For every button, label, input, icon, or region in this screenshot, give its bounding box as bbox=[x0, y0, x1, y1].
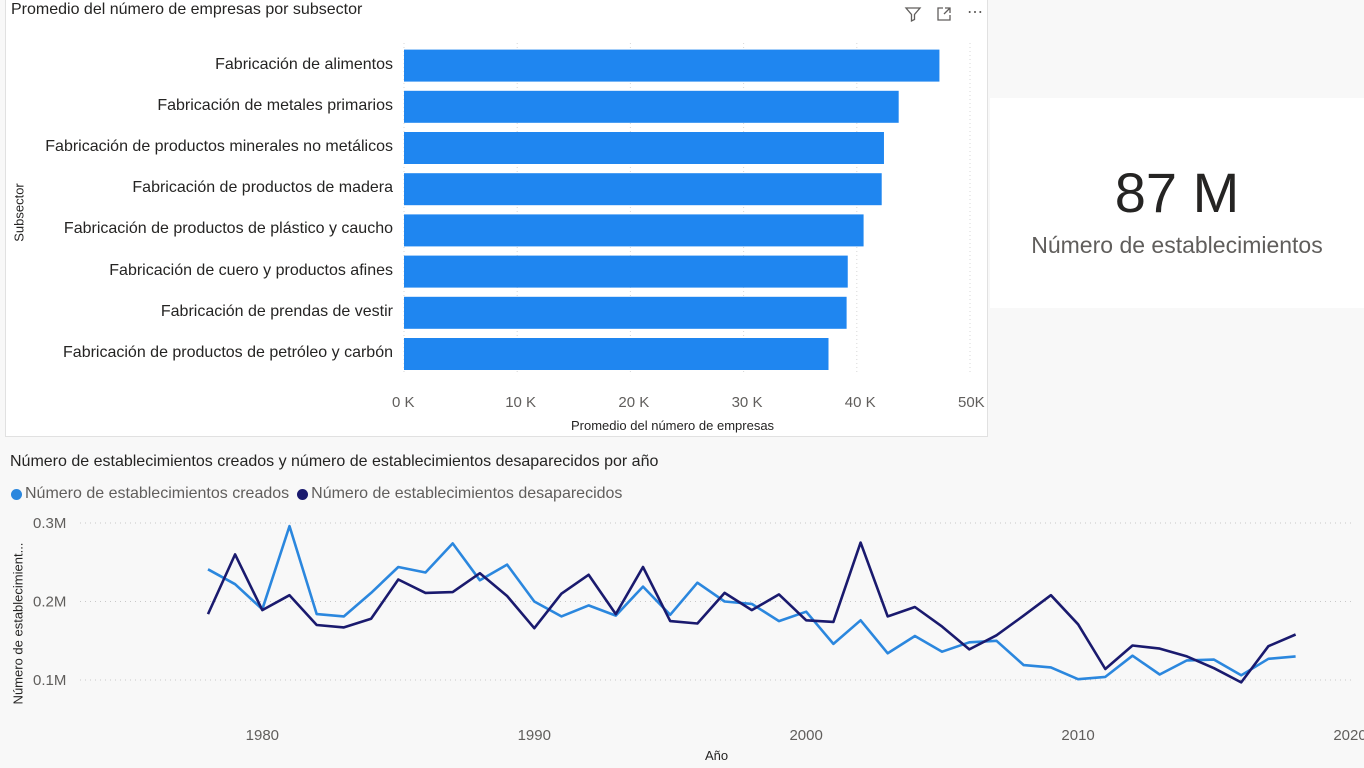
series-line-created bbox=[207, 524, 1296, 681]
kpi-card[interactable]: 87 M Número de establecimientos bbox=[990, 98, 1364, 308]
bar-category-label: Fabricación de cuero y productos afines bbox=[109, 261, 393, 279]
bar-x-tick-label: 50K bbox=[958, 394, 985, 411]
bar-chart-visual[interactable]: Promedio del número de empresas por subs… bbox=[5, 0, 988, 437]
legend-dot-disappeared bbox=[297, 488, 309, 500]
line-y-tick-label: 0.3M bbox=[33, 515, 66, 532]
bar-category-label: Fabricación de alimentos bbox=[215, 55, 393, 73]
legend-label-created: Número de establecimientos creados bbox=[25, 485, 290, 502]
kpi-label: Número de establecimientos bbox=[1031, 232, 1323, 258]
more-options-icon[interactable]: ⋯ bbox=[967, 4, 983, 21]
line-x-tick-label: 2020 bbox=[1333, 727, 1364, 744]
bar-category-label: Fabricación de productos minerales no me… bbox=[45, 138, 393, 155]
bar-category-label: Fabricación de productos de petróleo y c… bbox=[63, 344, 393, 361]
line-chart-title: Número de establecimientos creados y núm… bbox=[10, 453, 659, 470]
bar-category-label: Fabricación de productos de madera bbox=[132, 179, 393, 197]
line-chart-legend[interactable]: Número de establecimientos creados Númer… bbox=[11, 485, 630, 503]
bar-x-tick-label: 20 K bbox=[618, 394, 650, 411]
line-chart-visual[interactable]: Número de establecimientos creados y núm… bbox=[0, 440, 1364, 768]
bar bbox=[404, 296, 847, 329]
bar bbox=[404, 49, 940, 82]
series-line-disappeared bbox=[206, 541, 1297, 684]
bar bbox=[404, 255, 848, 288]
line-x-tick-label: 2010 bbox=[1061, 727, 1094, 744]
legend-item-disappeared[interactable]: Número de establecimientos desaparecidos bbox=[297, 485, 622, 503]
line-x-tick-label: 1980 bbox=[246, 727, 279, 744]
legend-dot-created bbox=[11, 488, 22, 500]
bar-x-tick-label: 10 K bbox=[505, 394, 537, 411]
bar bbox=[404, 90, 899, 123]
focus-mode-icon[interactable] bbox=[934, 4, 954, 24]
bar-x-tick-label: 0 K bbox=[392, 394, 415, 411]
line-x-tick-label: 1990 bbox=[518, 727, 551, 744]
bar-category-label: Fabricación de prendas de vestir bbox=[160, 302, 393, 320]
bar-x-axis-title: Promedio del número de empresas bbox=[571, 418, 775, 433]
bar-category-label: Fabricación de metales primarios bbox=[157, 96, 393, 114]
filter-icon[interactable] bbox=[903, 4, 923, 24]
bar-plot-area bbox=[403, 43, 971, 375]
legend-item-created[interactable]: Número de establecimientos creados bbox=[11, 485, 289, 503]
bar bbox=[404, 338, 829, 370]
kpi-value: 87 M bbox=[1114, 161, 1240, 224]
line-x-tick-label: 2000 bbox=[789, 727, 822, 744]
bar bbox=[404, 132, 884, 164]
line-y-tick-label: 0.1M bbox=[33, 672, 66, 689]
line-plot-area: 0.3M 0.2M 0.1M 1980 1990 2000 2010 2020 bbox=[33, 515, 1364, 744]
bar bbox=[404, 214, 864, 247]
legend-label-disappeared: Número de establecimientos desaparecidos bbox=[311, 485, 623, 502]
line-x-axis-title: Año bbox=[705, 748, 729, 763]
bar-x-tick-label: 40 K bbox=[844, 394, 876, 411]
bar bbox=[404, 173, 882, 206]
bar-x-tick-label: 30 K bbox=[731, 394, 763, 411]
line-y-tick-label: 0.2M bbox=[33, 594, 66, 611]
bar-chart-title: Promedio del número de empresas por subs… bbox=[11, 1, 363, 18]
bar-category-label: Fabricación de productos de plástico y c… bbox=[63, 220, 393, 238]
